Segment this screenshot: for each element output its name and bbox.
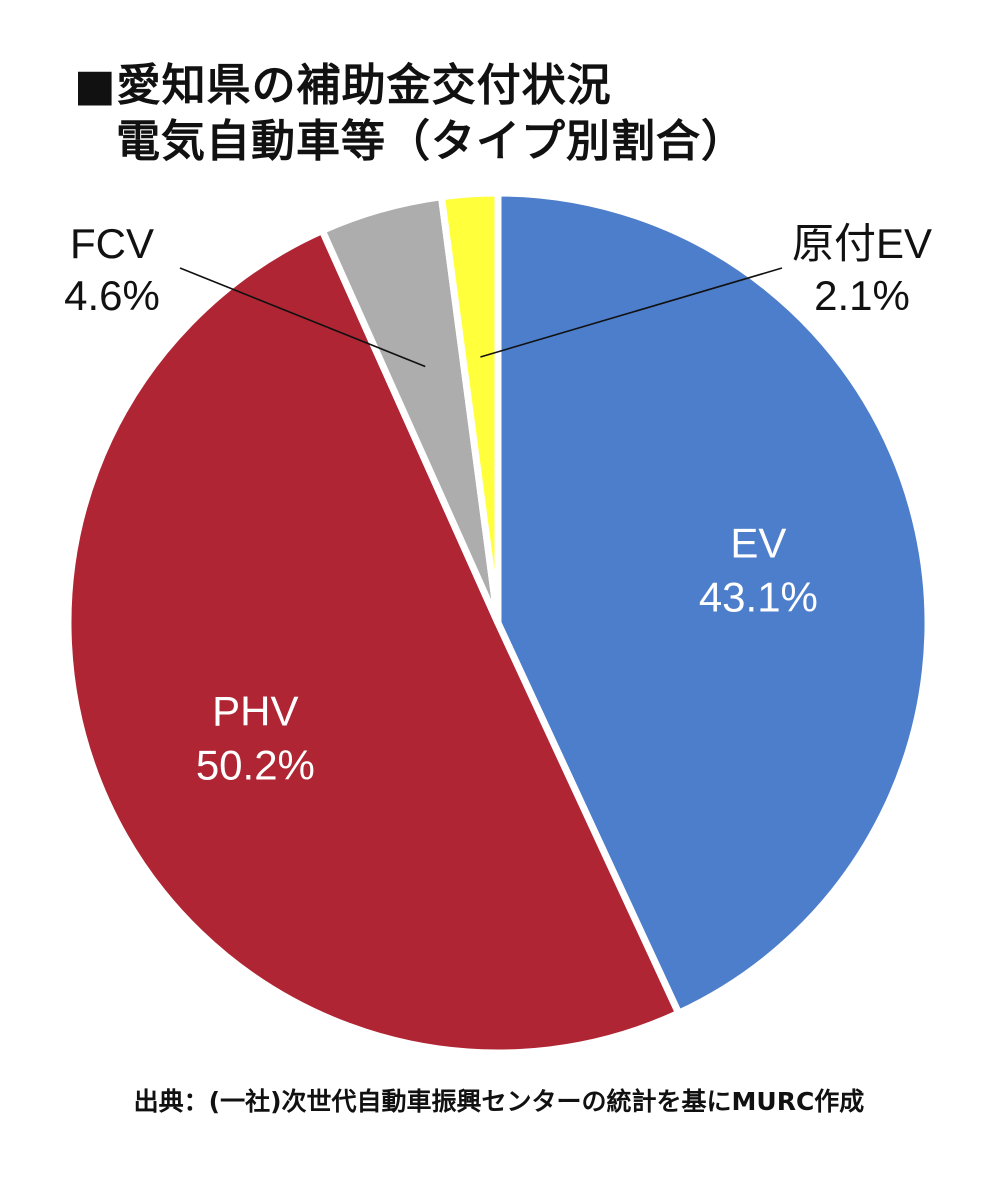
callout-line-fcv [179,267,426,368]
pie-callouts [179,267,783,368]
slice-value-ev: 2.1% [814,272,910,319]
pie-slice-ev [437,189,502,624]
slice-value-fcv: 4.6% [64,272,160,319]
slice-label-ev: EV [730,520,786,567]
pie-slice-ev [494,189,932,1018]
pie-slices [64,189,932,1057]
slice-value-phv: 50.2% [196,741,315,788]
chart-title-line-1: ■愛知県の補助金交付状況 [74,60,612,111]
slice-value-ev: 43.1% [699,574,818,621]
chart-title: ■愛知県の補助金交付状況 電気自動車等（タイプ別割合） [74,58,746,170]
slice-label-fcv: FCV [70,220,154,267]
callout-line-ev [480,267,783,358]
chart-title-line-2: 電気自動車等（タイプ別割合） [116,116,746,167]
slice-label-ev: 原付EV [792,220,932,267]
pie-slice-phv [64,225,684,1057]
pie-labels: EV 43.1% PHV 50.2% FCV 4.6% 原付EV 2.1% [64,220,932,788]
source-note: 出典：(一社)次世代自動車振興センターの統計を基にMURC作成 [133,1087,865,1116]
slice-label-phv: PHV [212,687,298,734]
